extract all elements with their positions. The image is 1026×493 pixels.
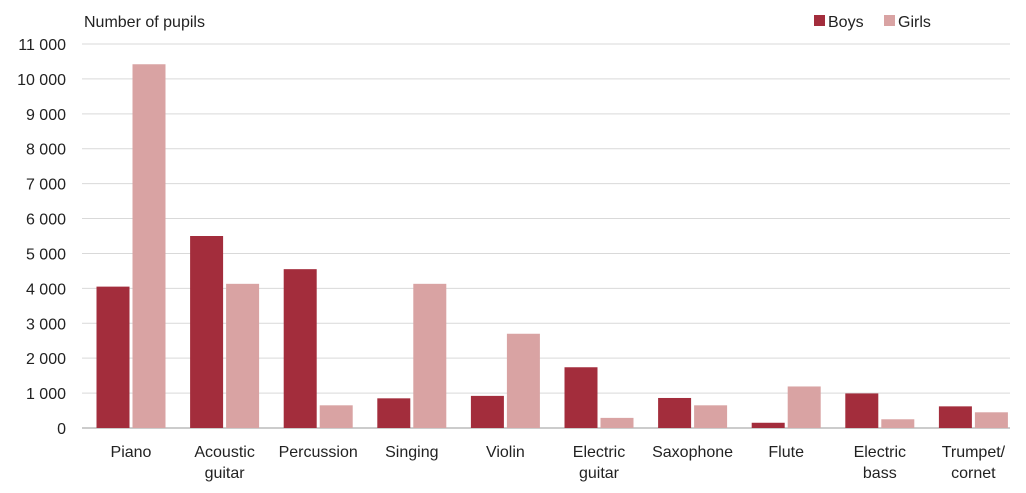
x-axis-categories: Piano Acoustic guitar Percussion Singing Viol… xyxy=(111,444,1006,482)
bar-boys xyxy=(96,286,130,428)
y-tick-label: 11 000 xyxy=(18,37,66,54)
y-axis-label: Number of pupils xyxy=(84,14,205,31)
legend: Boys Girls xyxy=(814,14,931,31)
x-category-label: guitar xyxy=(205,465,246,482)
bar-boys xyxy=(470,395,504,428)
bar-girls xyxy=(319,405,353,428)
legend-label-boys: Boys xyxy=(828,14,864,31)
x-category-label: Violin xyxy=(486,444,525,461)
y-tick-label: 9 000 xyxy=(26,107,66,124)
bar-boys xyxy=(751,422,785,428)
bar-girls xyxy=(881,419,915,428)
legend-label-girls: Girls xyxy=(898,14,931,31)
x-category-label: Electric xyxy=(854,444,906,461)
bar-boys xyxy=(190,236,224,428)
bar-boys xyxy=(938,406,972,428)
bar-boys xyxy=(658,397,692,428)
y-tick-label: 3 000 xyxy=(26,316,66,333)
y-tick-label: 7 000 xyxy=(26,177,66,194)
bar-girls xyxy=(506,333,540,428)
x-category-label: Saxophone xyxy=(652,444,733,461)
x-category-label: Flute xyxy=(768,444,804,461)
x-category-label: guitar xyxy=(579,465,620,482)
y-tick-label: 5 000 xyxy=(26,246,66,263)
bar-girls xyxy=(132,64,166,428)
y-tick-label: 4 000 xyxy=(26,281,66,298)
x-category-label: cornet xyxy=(951,465,996,482)
y-tick-label: 8 000 xyxy=(26,142,66,159)
bar-boys xyxy=(283,269,317,428)
y-tick-label: 10 000 xyxy=(17,72,66,89)
bar-girls xyxy=(600,417,634,428)
y-tick-label: 6 000 xyxy=(26,212,66,229)
y-tick-label: 0 xyxy=(57,421,66,438)
legend-swatch-girls xyxy=(884,15,895,26)
bar-boys xyxy=(564,367,598,428)
bar-girls xyxy=(974,412,1008,428)
x-category-label: Piano xyxy=(111,444,152,461)
x-category-label: Acoustic xyxy=(194,444,254,461)
y-tick-label: 2 000 xyxy=(26,351,66,368)
legend-swatch-boys xyxy=(814,15,825,26)
bar-girls xyxy=(226,283,260,428)
bar-boys xyxy=(845,393,879,428)
bar-boys xyxy=(377,398,411,428)
bar-girls xyxy=(787,386,821,428)
bar-girls xyxy=(694,405,728,428)
x-category-label: Electric xyxy=(573,444,625,461)
bars xyxy=(96,64,1008,428)
x-category-label: Trumpet/ xyxy=(942,444,1006,461)
bar-girls xyxy=(413,283,447,428)
x-category-label: bass xyxy=(863,465,897,482)
x-category-label: Singing xyxy=(385,444,438,461)
y-tick-label: 1 000 xyxy=(26,386,66,403)
x-category-label: Percussion xyxy=(279,444,358,461)
y-axis-ticks: 0 1 000 2 000 3 000 4 000 5 000 6 000 7 000 8 00… xyxy=(17,37,66,438)
